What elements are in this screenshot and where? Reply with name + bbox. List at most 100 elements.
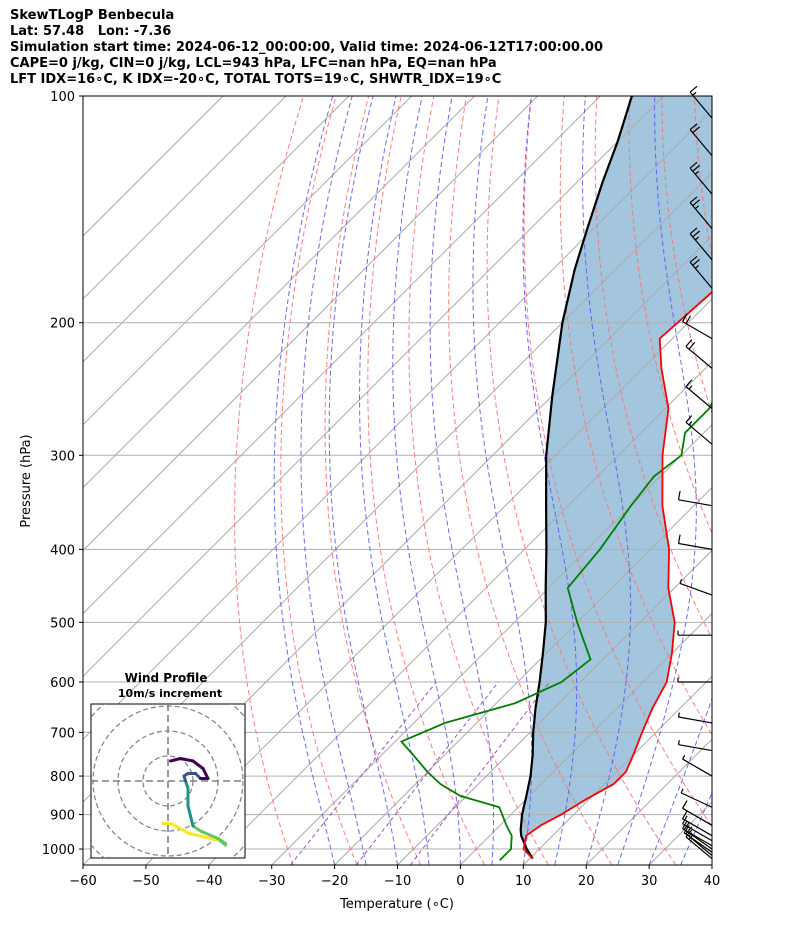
barb-shaft xyxy=(678,744,713,752)
barb-flag xyxy=(682,800,688,809)
y-tick-label: 300 xyxy=(50,449,75,464)
isotherm-line xyxy=(83,96,224,237)
wind-barb xyxy=(682,313,713,340)
barb-flag xyxy=(685,315,692,324)
wind-barb xyxy=(682,810,713,837)
wind-barbs xyxy=(677,85,713,860)
barb-shaft xyxy=(679,582,713,596)
moist-adiabat-line xyxy=(522,96,578,865)
y-tick-label: 800 xyxy=(50,770,75,785)
x-tick-label: 30 xyxy=(641,874,658,889)
hodograph-segment xyxy=(216,837,227,845)
hodograph-segment xyxy=(169,822,182,830)
moist-adiabat-line xyxy=(582,96,632,865)
hodograph-segment xyxy=(191,759,205,770)
simulation-times: Simulation start time: 2024-06-12_00:00:… xyxy=(10,40,603,55)
y-tick-label: 200 xyxy=(50,317,75,332)
hodograph-inset: Wind Profile 10m/s increment xyxy=(90,671,246,859)
barb-shaft xyxy=(685,421,713,445)
barb-flag xyxy=(689,227,698,235)
mixing-ratio-line xyxy=(409,681,550,865)
stability-params: CAPE=0 j/kg, CIN=0 j/kg, LCL=943 hPa, LF… xyxy=(10,56,497,71)
dry-adiabat-line xyxy=(367,96,485,865)
barb-flag xyxy=(692,259,700,266)
barb-shaft xyxy=(682,321,713,340)
x-tick-label: 10 xyxy=(515,874,532,889)
x-tick-label: −10 xyxy=(384,874,411,889)
barb-flag xyxy=(692,126,700,134)
isotherm-line xyxy=(522,675,712,865)
moist-adiabat-line xyxy=(617,96,697,865)
wind-barb xyxy=(682,800,713,826)
barb-half-flag xyxy=(688,421,693,426)
dry-adiabat-line xyxy=(594,96,712,640)
barb-shaft xyxy=(685,836,713,860)
wind-barb xyxy=(677,677,712,683)
barb-shaft xyxy=(678,716,713,724)
barb-half-flag xyxy=(692,91,697,96)
hodograph-segment xyxy=(187,832,202,838)
isotherm-line xyxy=(83,96,413,426)
isotherm-line xyxy=(334,486,712,865)
hodograph-title: Wind Profile xyxy=(125,671,208,685)
barb-shaft xyxy=(683,832,713,853)
hodograph-segment xyxy=(186,804,192,818)
barb-half-flag xyxy=(694,236,700,241)
wind-barb xyxy=(677,534,713,550)
barb-shaft xyxy=(678,542,713,550)
moist-adiabat-line xyxy=(680,791,712,865)
moist-adiabat-line xyxy=(359,96,430,865)
wind-barb xyxy=(689,123,713,157)
moist-adiabat-line xyxy=(648,697,712,865)
wind-barb xyxy=(677,740,713,752)
isotherm-line xyxy=(83,96,350,363)
moist-adiabat-line xyxy=(429,96,494,865)
y-tick-label: 400 xyxy=(50,543,75,558)
barb-flag xyxy=(692,230,700,238)
moist-adiabat-line xyxy=(273,96,336,865)
wind-barb xyxy=(679,579,713,596)
barb-shaft xyxy=(689,261,713,289)
isotherm-line xyxy=(271,423,712,865)
barb-half-flag xyxy=(694,205,700,210)
barb-flag xyxy=(689,123,698,131)
mixing-ratio-line xyxy=(355,681,499,865)
isotherm-line xyxy=(145,298,712,865)
barb-shaft xyxy=(680,792,713,808)
dry-adiabat-line xyxy=(408,96,549,865)
isotherm-line xyxy=(83,109,712,740)
wind-barb xyxy=(685,339,713,369)
barb-flag xyxy=(677,490,681,500)
isotherm-line xyxy=(711,864,712,865)
profiles xyxy=(399,96,712,861)
wind-barb xyxy=(689,161,713,195)
x-axis-label: Temperature (∘C) xyxy=(339,897,454,912)
isotherm-line xyxy=(460,612,712,865)
barb-flag xyxy=(689,196,698,204)
axes: −60 −50 −40 −30 −20 −10 0 10 20 30 40 100 200 300 400 5… xyxy=(42,90,720,889)
dewpoint-line xyxy=(399,401,712,861)
moist-adiabat-line xyxy=(392,96,461,865)
hodograph-segment xyxy=(199,834,212,840)
hodograph-segment xyxy=(199,829,220,840)
dry-adiabat-line xyxy=(324,96,422,865)
wind-barb xyxy=(677,490,713,507)
isotherm-line xyxy=(397,549,712,865)
barb-half-flag xyxy=(680,788,684,794)
x-tick-label: −20 xyxy=(321,874,348,889)
moist-adiabat-line xyxy=(328,96,398,865)
x-tick-label: −50 xyxy=(132,874,159,889)
dry-adiabat-line xyxy=(234,96,304,865)
barb-shaft xyxy=(682,823,713,842)
barb-shaft xyxy=(689,202,713,229)
y-tick-label: 700 xyxy=(50,726,75,741)
x-tick-label: 0 xyxy=(456,874,464,889)
barb-flag xyxy=(682,313,688,322)
x-tick-label: −60 xyxy=(69,874,96,889)
x-tick-label: 40 xyxy=(704,874,721,889)
moist-adiabat-line xyxy=(744,96,794,865)
barb-half-flag xyxy=(679,579,683,584)
station-location: Lat: 57.48 Lon: -7.36 xyxy=(10,24,172,39)
isotherm-line xyxy=(83,96,601,615)
